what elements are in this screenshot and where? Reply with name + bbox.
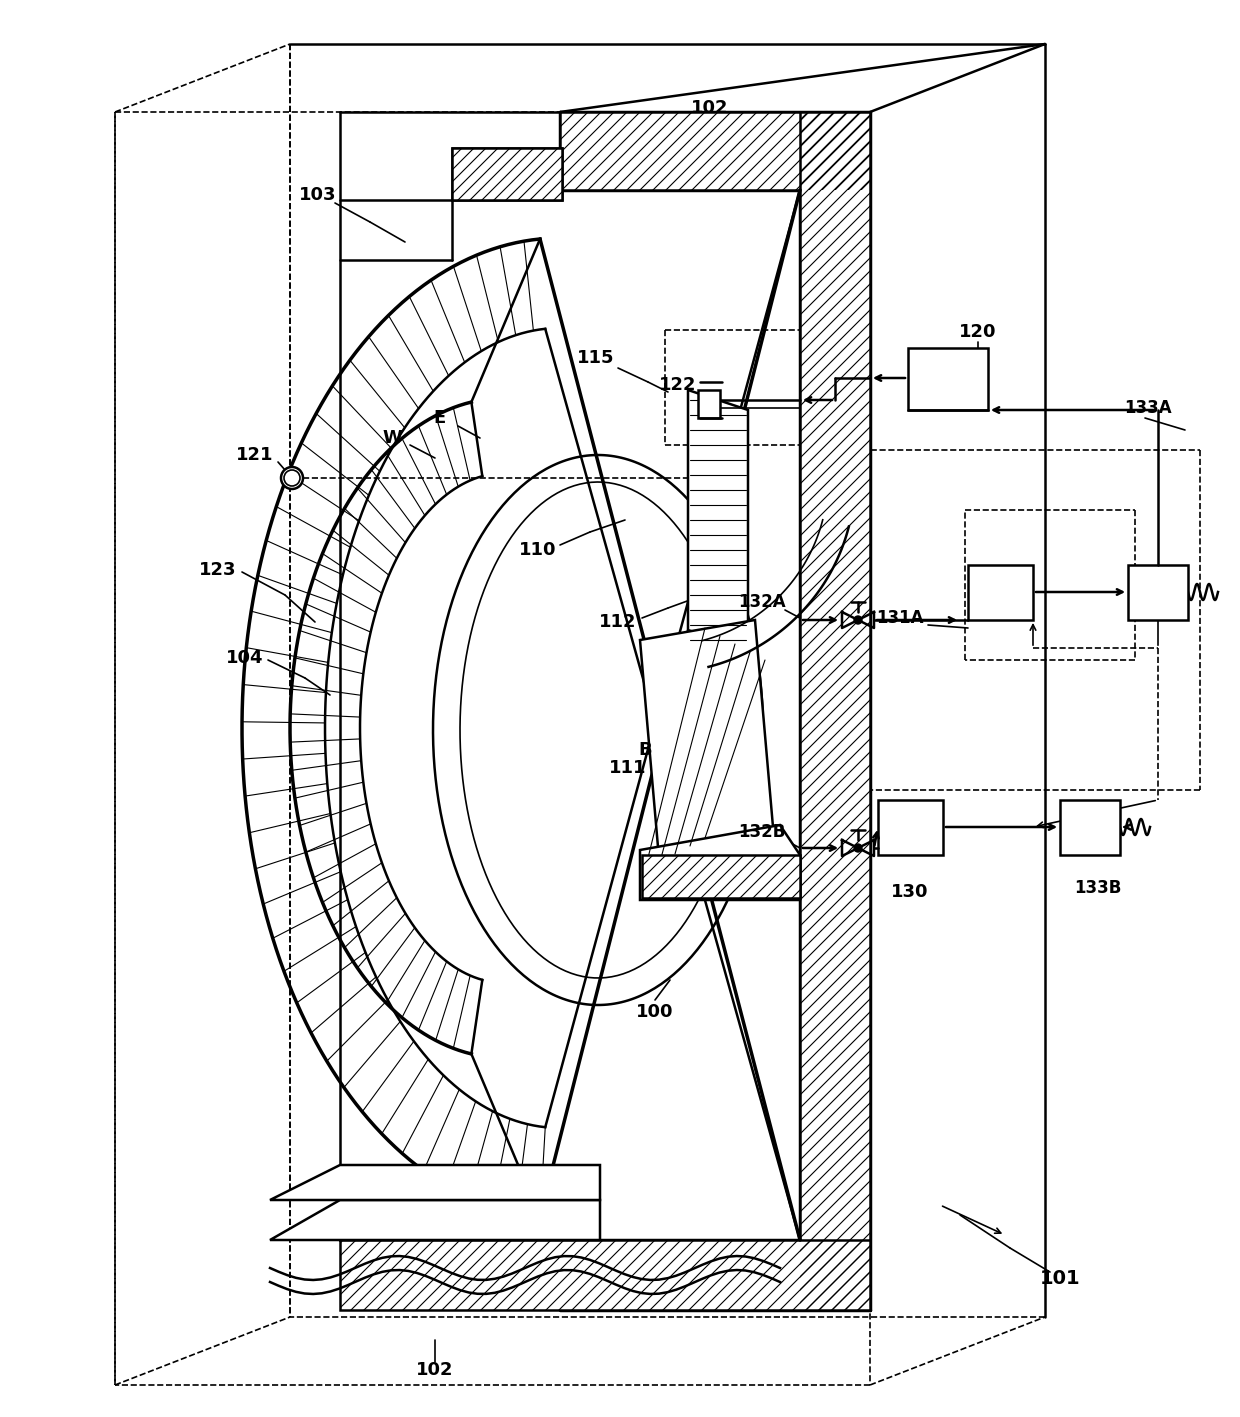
- Polygon shape: [800, 112, 870, 1309]
- Text: E: E: [434, 410, 446, 427]
- Bar: [878, 801, 942, 854]
- Text: B: B: [639, 741, 652, 760]
- Text: 121: 121: [237, 446, 274, 463]
- Polygon shape: [640, 621, 775, 870]
- Text: 110: 110: [520, 541, 557, 558]
- Polygon shape: [560, 112, 870, 190]
- Circle shape: [854, 616, 862, 623]
- Text: 104: 104: [226, 649, 264, 667]
- Text: 122: 122: [660, 376, 697, 394]
- Text: 123: 123: [200, 561, 237, 580]
- Text: 102: 102: [417, 1360, 454, 1379]
- Text: 131A: 131A: [877, 609, 924, 626]
- Bar: [908, 349, 988, 410]
- Polygon shape: [688, 390, 748, 650]
- Text: 132A: 132A: [738, 592, 786, 611]
- Text: W: W: [382, 429, 402, 446]
- Text: 115: 115: [578, 349, 615, 367]
- Text: 133B: 133B: [1074, 879, 1122, 897]
- Text: 102: 102: [691, 99, 729, 118]
- Polygon shape: [270, 1200, 600, 1240]
- Text: 133A: 133A: [1125, 400, 1172, 417]
- Polygon shape: [340, 1240, 870, 1309]
- Text: 132B: 132B: [738, 823, 786, 842]
- Text: 111: 111: [609, 760, 647, 777]
- Text: 100: 100: [636, 1003, 673, 1022]
- Bar: [1060, 801, 1120, 854]
- Text: 112: 112: [599, 614, 637, 631]
- Polygon shape: [642, 854, 800, 898]
- Polygon shape: [270, 1165, 600, 1200]
- Polygon shape: [640, 825, 800, 900]
- Text: 120: 120: [960, 323, 997, 341]
- Text: 130: 130: [892, 883, 929, 901]
- Bar: [1128, 565, 1188, 621]
- Text: 101: 101: [1039, 1268, 1080, 1288]
- Bar: [453, 147, 562, 200]
- Text: 103: 103: [299, 186, 337, 204]
- Bar: [698, 390, 720, 418]
- Circle shape: [284, 470, 300, 486]
- Polygon shape: [453, 147, 562, 200]
- Circle shape: [854, 845, 862, 852]
- Bar: [968, 565, 1033, 621]
- Circle shape: [281, 468, 303, 489]
